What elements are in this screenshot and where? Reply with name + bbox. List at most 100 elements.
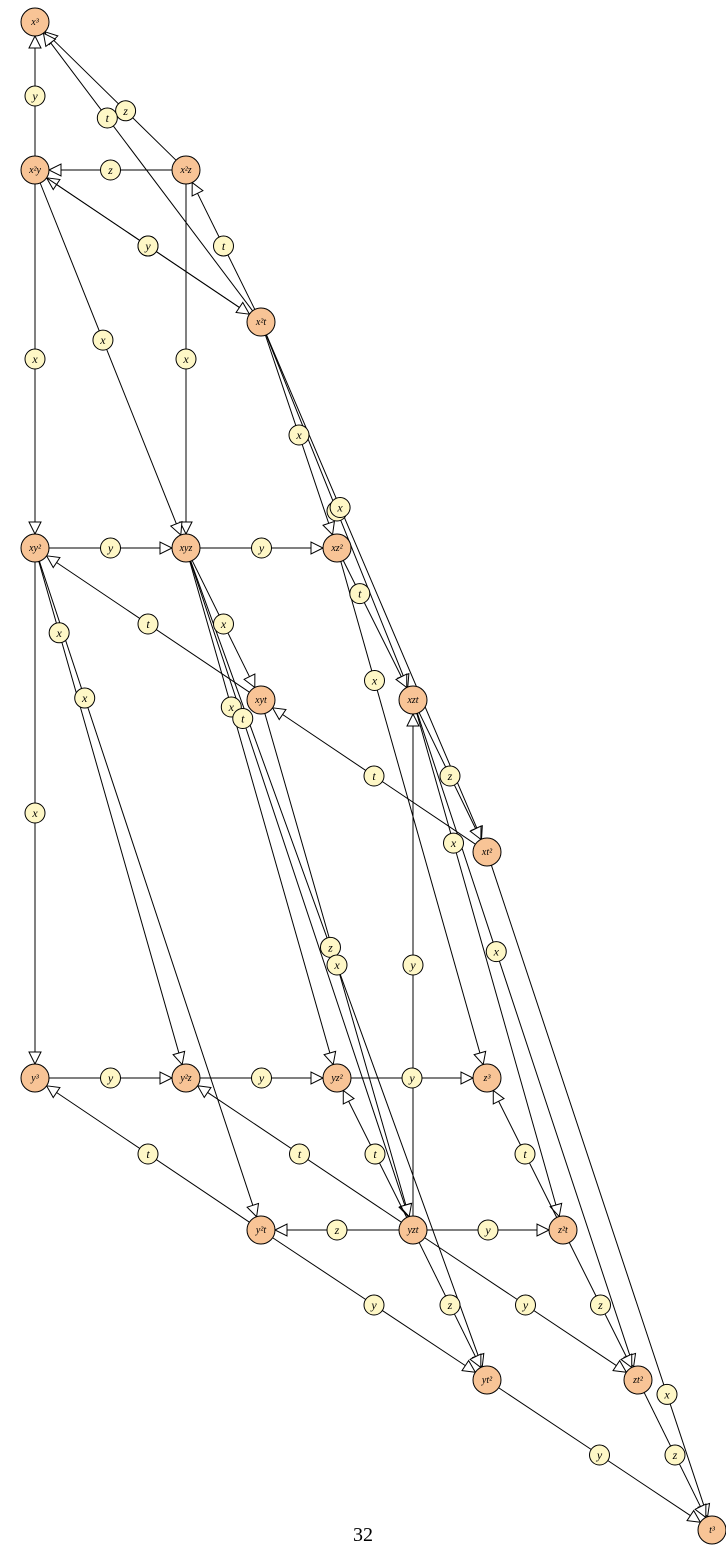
arrowhead [45, 555, 61, 569]
edge-label-text: t [373, 1147, 377, 1161]
edge-label-text: z [447, 769, 453, 783]
edge-label-text: t [222, 239, 226, 253]
edge-label: x [485, 941, 507, 963]
arrowhead [473, 1050, 487, 1066]
arrowhead [47, 163, 62, 177]
edge-label-text: y [107, 1071, 114, 1085]
node-xy2: xy² [20, 533, 50, 563]
edge-label-text: z [107, 163, 113, 177]
arrowhead [172, 1050, 186, 1066]
edge-label: y [401, 1067, 423, 1089]
edge-label: z [439, 765, 461, 787]
edge-label-text: y [31, 89, 38, 103]
edge-label-text: x [493, 945, 500, 959]
edge-xy2-to-y2t [38, 561, 260, 1218]
edge-label: x [656, 1383, 678, 1405]
node-label: xt² [481, 847, 493, 858]
edge-label-text: x [371, 674, 378, 688]
edge-label-text: t [146, 1147, 150, 1161]
edge-label: x [443, 832, 464, 854]
edge-label-text: x [295, 428, 302, 442]
node-t3: t³ [697, 1515, 726, 1545]
edge-label: y [477, 1219, 499, 1241]
node-z2t: z²t [548, 1215, 578, 1245]
edge-xyz-to-yz2 [189, 561, 337, 1066]
node-label: yt² [481, 1375, 493, 1386]
edge-label-text: y [370, 1298, 377, 1312]
edge-label-text: t [372, 769, 376, 783]
edge-label-text: z [597, 1298, 603, 1312]
node-y2t: y²t [246, 1215, 276, 1245]
edge-label: x [74, 687, 96, 709]
arrowhead [42, 32, 57, 48]
arrowhead [28, 1051, 42, 1066]
node-y2z: y²z [171, 1063, 201, 1093]
edge-x2y-to-xyz [39, 182, 183, 537]
edge-label: x [213, 613, 234, 635]
arrowhead [169, 520, 183, 537]
edge-label: t [137, 613, 159, 635]
edge-label-text: y [522, 1298, 529, 1312]
arrowhead [271, 707, 287, 721]
edge-label-text: y [144, 239, 151, 253]
edge-label: x [24, 802, 46, 824]
edge-label: y [251, 1067, 272, 1089]
node-x2z: x²z [171, 155, 201, 185]
edge-label: z [664, 1444, 686, 1466]
node-label: x²z [179, 165, 191, 176]
node-yt2: yt² [472, 1365, 502, 1395]
edge-label: z [100, 159, 121, 181]
edge-label-text: x [450, 836, 457, 850]
edge-label-text: t [146, 617, 150, 631]
arrowhead [322, 520, 336, 536]
node-label: t³ [709, 1525, 716, 1536]
edge-label-text: t [358, 587, 362, 601]
node-label: xz² [330, 543, 343, 554]
node-y3: y³ [20, 1063, 50, 1093]
edge-label-text: z [672, 1448, 678, 1462]
page-number: 32 [353, 1524, 373, 1546]
node-x3: x³ [20, 7, 50, 37]
node-yzt: yzt [398, 1215, 428, 1245]
arrowhead [191, 181, 204, 197]
edge-xz2-to-xzt [342, 560, 408, 689]
edge-xzt-to-zt2 [416, 713, 637, 1368]
node-label: xy² [28, 543, 42, 554]
edge-label-text: y [409, 958, 416, 972]
edge-label-text: y [258, 541, 265, 555]
edge-label-text: y [484, 1223, 491, 1237]
edge-label-text: t [106, 111, 110, 125]
edge-label-text: x [333, 958, 340, 972]
arrowhead [159, 1071, 174, 1085]
edge-label: t [364, 1143, 386, 1165]
arrowhead [549, 1202, 563, 1218]
edge-label-text: x [31, 806, 38, 820]
edge-label: t [96, 107, 118, 129]
edge-label: y [515, 1294, 536, 1316]
edge-label: y [24, 85, 46, 107]
edge-label: t [213, 235, 234, 257]
node-label: x²t [255, 317, 266, 328]
node-label: z³ [483, 1073, 492, 1084]
edge-label: x [288, 424, 310, 446]
edge-xyz-to-yzt [189, 561, 412, 1218]
edge-label: x [364, 670, 385, 691]
arrowhead [246, 1202, 260, 1218]
edge-label: z [326, 1219, 348, 1241]
arrowhead [536, 1223, 551, 1237]
edge-label-text: x [220, 617, 227, 631]
arrowhead [179, 521, 193, 536]
edge-label: t [514, 1143, 536, 1165]
node-label: y²z [179, 1073, 191, 1084]
node-x2y: x²y [20, 155, 50, 185]
edge-label: t [349, 583, 371, 605]
edge-label-text: z [447, 1298, 453, 1312]
arrowhead [323, 1050, 337, 1066]
edge-label: x [92, 329, 114, 351]
arrowhead [694, 1503, 707, 1519]
edge-label: x [175, 348, 197, 370]
edge-label-text: y [596, 1448, 603, 1462]
node-xyt: xyt [246, 685, 276, 715]
